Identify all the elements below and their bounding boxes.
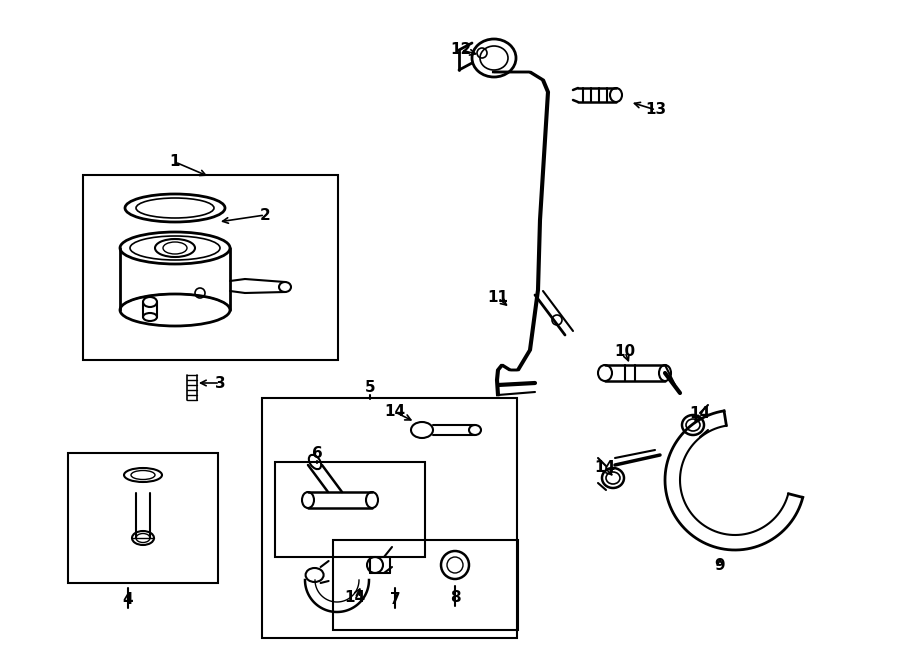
Text: 5: 5	[364, 379, 375, 395]
Text: 4: 4	[122, 592, 133, 607]
Text: 10: 10	[615, 344, 635, 360]
Text: 13: 13	[645, 102, 667, 118]
Text: 9: 9	[715, 557, 725, 572]
Text: 6: 6	[311, 446, 322, 461]
Text: 14: 14	[594, 461, 616, 475]
Bar	[83, 175, 338, 360]
Bar	[275, 462, 425, 557]
Text: 14: 14	[345, 590, 365, 605]
Text: 14: 14	[384, 405, 406, 420]
Text: 1: 1	[170, 155, 180, 169]
Bar	[333, 540, 518, 630]
Text: 7: 7	[390, 592, 400, 607]
Bar	[262, 398, 517, 638]
Text: 11: 11	[488, 290, 508, 305]
Text: 2: 2	[259, 208, 270, 223]
Text: 14: 14	[689, 405, 711, 420]
Text: 3: 3	[215, 375, 225, 391]
Text: 12: 12	[450, 42, 472, 58]
Bar	[68, 453, 218, 583]
Text: 8: 8	[450, 590, 460, 605]
